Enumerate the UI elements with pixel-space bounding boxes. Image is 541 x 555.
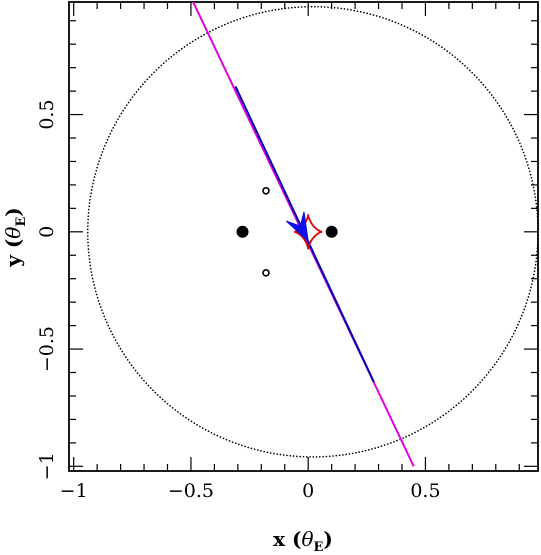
y-tick-label: −0.5 [36,326,58,372]
tick-labels: −1 −0.5 0 0.5 −1 −0.5 0 0.5 [36,99,441,502]
lens-mass-point [236,225,249,238]
arrow-head [285,211,309,243]
planet-image-point [262,269,270,277]
y-axis-label: y (θE) [1,207,29,267]
einstein-ring-circle [87,5,538,458]
x-tick-label: 0 [302,480,314,502]
direction-arrow [285,211,309,243]
caustic-curve [294,214,323,250]
x-axis-label: x (θE) [273,527,333,555]
x-tick-label: −0.5 [168,480,214,502]
x-tick-label: 0.5 [410,480,440,502]
lens-mass-point [325,225,338,238]
data-points [236,186,338,277]
x-tick-label: −1 [60,480,88,502]
ticks [69,2,538,471]
caustic [294,214,323,250]
y-tick-label: 0.5 [36,99,58,129]
y-tick-label: −1 [36,452,58,480]
planet-image-point [262,186,270,195]
einstein-ring [87,5,538,458]
y-tick-label: 0 [36,226,58,238]
plot-frame [68,1,539,472]
